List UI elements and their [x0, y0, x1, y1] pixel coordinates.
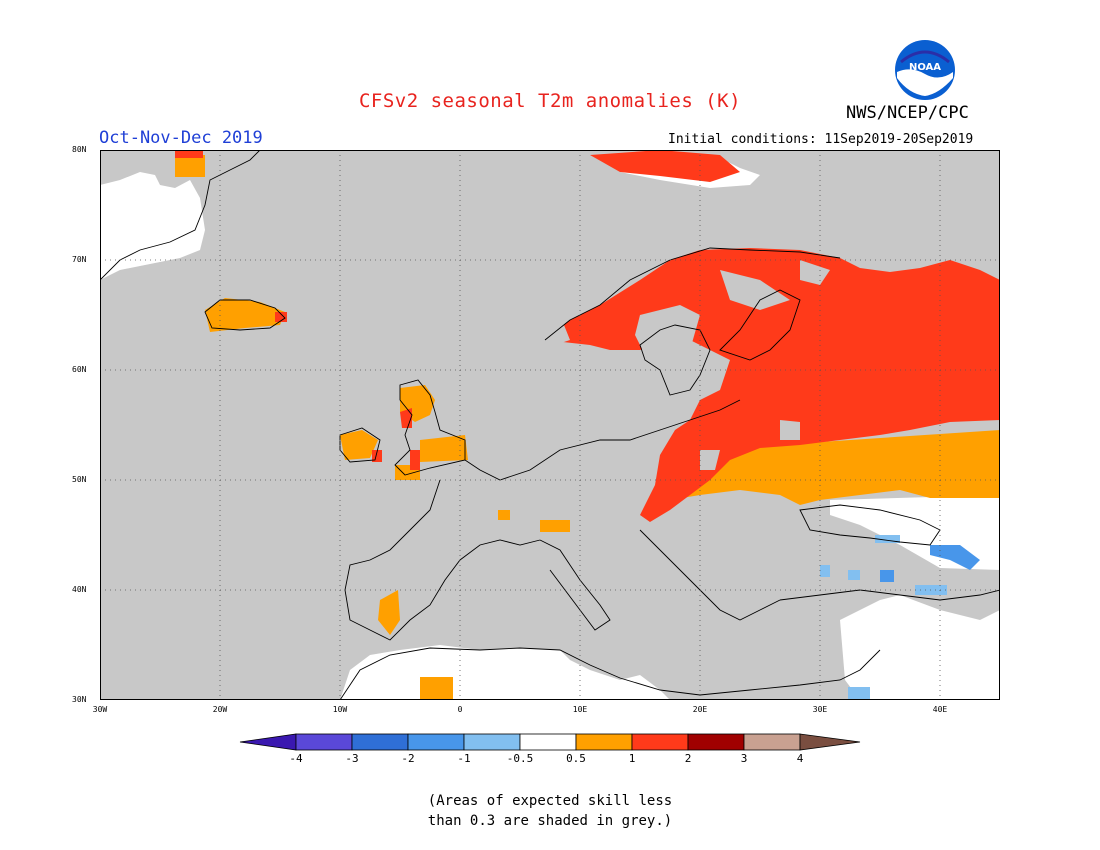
svalbard-red [590, 150, 740, 182]
lat-label-30n: 30N [72, 695, 87, 704]
map-title: CFSv2 seasonal T2m anomalies (K) [358, 90, 742, 112]
noaa-logo: NOAA [895, 40, 955, 100]
lon-label-40e: 40E [932, 705, 948, 714]
anomaly-map [100, 150, 1000, 700]
ireland-red [372, 450, 382, 462]
colorbar-right-arrow [799, 733, 861, 751]
england-orange [420, 435, 468, 462]
north-europe-coast [464, 399, 741, 481]
colorbar-tick: -2 [401, 752, 415, 765]
ireland-orange [340, 430, 378, 460]
france-orange-dot [498, 510, 510, 520]
lon-label-20e: 20E [692, 705, 708, 714]
colorbar-tick: 0.5 [566, 752, 586, 765]
greenland-white [100, 172, 205, 280]
colorbar-bin-9 [743, 733, 801, 751]
colorbar [239, 733, 861, 751]
colorbar-tick: 4 [796, 752, 804, 765]
lat-label-70n: 70N [72, 255, 87, 264]
greenland-coast [100, 150, 261, 281]
england-red [410, 450, 420, 470]
alps-orange [540, 520, 570, 532]
lon-label-30w: 30W [92, 705, 108, 714]
colorbar-tick: 3 [740, 752, 748, 765]
lat-label-40n: 40N [72, 585, 87, 594]
neutral-areas [100, 155, 1000, 700]
colorbar-tick: 1 [628, 752, 636, 765]
turkey-blue-2 [848, 570, 860, 580]
agency-label: NWS/NCEP/CPC [846, 103, 969, 123]
colorbar-bin-3 [407, 733, 465, 751]
lat-label-60n: 60N [72, 365, 87, 374]
gibraltar-orange [378, 590, 400, 635]
colorbar-tick: -4 [289, 752, 303, 765]
turkey-blue-1 [820, 565, 830, 577]
italy-coast [539, 539, 611, 631]
footnote-line-1: (Areas of expected skill less [427, 793, 673, 809]
colorbar-bin-4 [463, 733, 521, 751]
greenland-orange [175, 155, 205, 177]
graticule [100, 150, 1000, 700]
colorbar-left-arrow [239, 733, 297, 751]
footnote-line-2: than 0.3 are shaded in grey.) [427, 813, 673, 829]
initial-conditions-label: Initial conditions: 11Sep2019-20Sep2019 [668, 132, 974, 147]
colorbar-bin-2 [351, 733, 409, 751]
greenland-red [175, 150, 203, 158]
colorbar-bin-8 [687, 733, 745, 751]
great-britain-coast [394, 379, 466, 476]
lon-label-10w: 10W [332, 705, 348, 714]
lat-label-80n: 80N [72, 145, 87, 154]
algeria-orange [420, 677, 453, 699]
levant-blue [848, 687, 870, 700]
colorbar-tick: 2 [684, 752, 692, 765]
lon-label-20w: 20W [212, 705, 228, 714]
colorbar-bin-6 [575, 733, 633, 751]
finland-coast [719, 289, 801, 361]
grey-inside-warm [520, 260, 830, 500]
colorbar-bin-7 [631, 733, 689, 751]
colorbar-tick: -1 [457, 752, 471, 765]
black-sea-blue [875, 535, 900, 543]
iceland-red [275, 312, 287, 322]
iberia-france-coast [344, 479, 541, 641]
logo-text: NOAA [909, 62, 941, 73]
colorbar-bin-5 [519, 733, 577, 751]
balkans-coast [639, 529, 781, 621]
middle-east-white [840, 595, 1000, 700]
anatolia-blue [880, 570, 894, 582]
colorbar-tick: -3 [345, 752, 359, 765]
iceland-orange [205, 298, 285, 332]
season-label: Oct-Nov-Dec 2019 [99, 128, 263, 148]
lon-label-10e: 10E [572, 705, 588, 714]
caucasus-blue [930, 545, 980, 570]
black-sea-coast [799, 504, 941, 546]
cool-anomaly--2--1 [880, 545, 980, 582]
colorbar-bin-1 [295, 733, 353, 751]
colorbar-tick: -0.5 [506, 752, 534, 765]
iceland-coast [204, 299, 286, 331]
lon-label-30e: 30E [812, 705, 828, 714]
lon-label-0: 0 [457, 705, 463, 714]
north-africa-coast [339, 647, 881, 700]
lat-label-50n: 50N [72, 475, 87, 484]
